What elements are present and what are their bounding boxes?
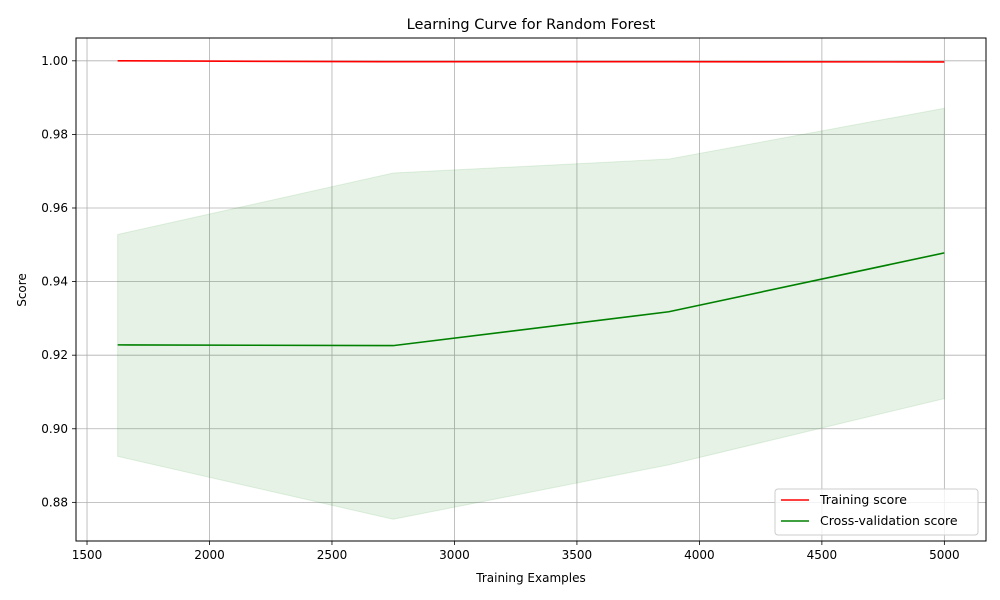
legend-label-training: Training score bbox=[819, 492, 907, 507]
plot-background bbox=[76, 38, 986, 541]
band-series-1 bbox=[117, 107, 945, 520]
x-tick-label: 3500 bbox=[562, 548, 593, 562]
line-series-1 bbox=[117, 252, 945, 347]
x-tick-label: 4500 bbox=[807, 548, 838, 562]
x-tick-label: 2000 bbox=[194, 548, 225, 562]
x-tick-label: 5000 bbox=[929, 548, 960, 562]
y-tick-label: 1.00 bbox=[41, 54, 68, 68]
series-lines bbox=[117, 60, 945, 347]
legend-box bbox=[774, 488, 979, 536]
chart-title: Learning Curve for Random Forest bbox=[407, 17, 656, 33]
y-tick-label: 0.90 bbox=[41, 422, 68, 436]
y-axis-ticks: 0.88 0.90 0.92 0.94 0.96 0.98 1.00 bbox=[41, 54, 76, 509]
y-tick-label: 0.98 bbox=[41, 127, 68, 141]
y-tick-label: 0.88 bbox=[41, 495, 68, 509]
x-axis-ticks: 1500 2000 2500 3000 3500 4000 4500 5000 bbox=[72, 541, 960, 562]
plot-area bbox=[75, 37, 987, 542]
x-tick-label: 3000 bbox=[439, 548, 470, 562]
x-tick-label: 2500 bbox=[317, 548, 348, 562]
plot-frame bbox=[75, 37, 987, 542]
x-axis-label: Training Examples bbox=[475, 571, 585, 585]
x-tick-label: 1500 bbox=[72, 548, 103, 562]
x-tick-label: 4000 bbox=[684, 548, 715, 562]
y-tick-label: 0.96 bbox=[41, 201, 68, 215]
line-series-0 bbox=[117, 60, 945, 63]
y-axis-label: Score bbox=[15, 273, 29, 307]
legend-label-cv: Cross-validation score bbox=[820, 513, 958, 528]
y-tick-label: 0.92 bbox=[41, 348, 68, 362]
legend: Training score Cross-validation score bbox=[774, 488, 979, 536]
y-tick-label: 0.94 bbox=[41, 275, 68, 289]
